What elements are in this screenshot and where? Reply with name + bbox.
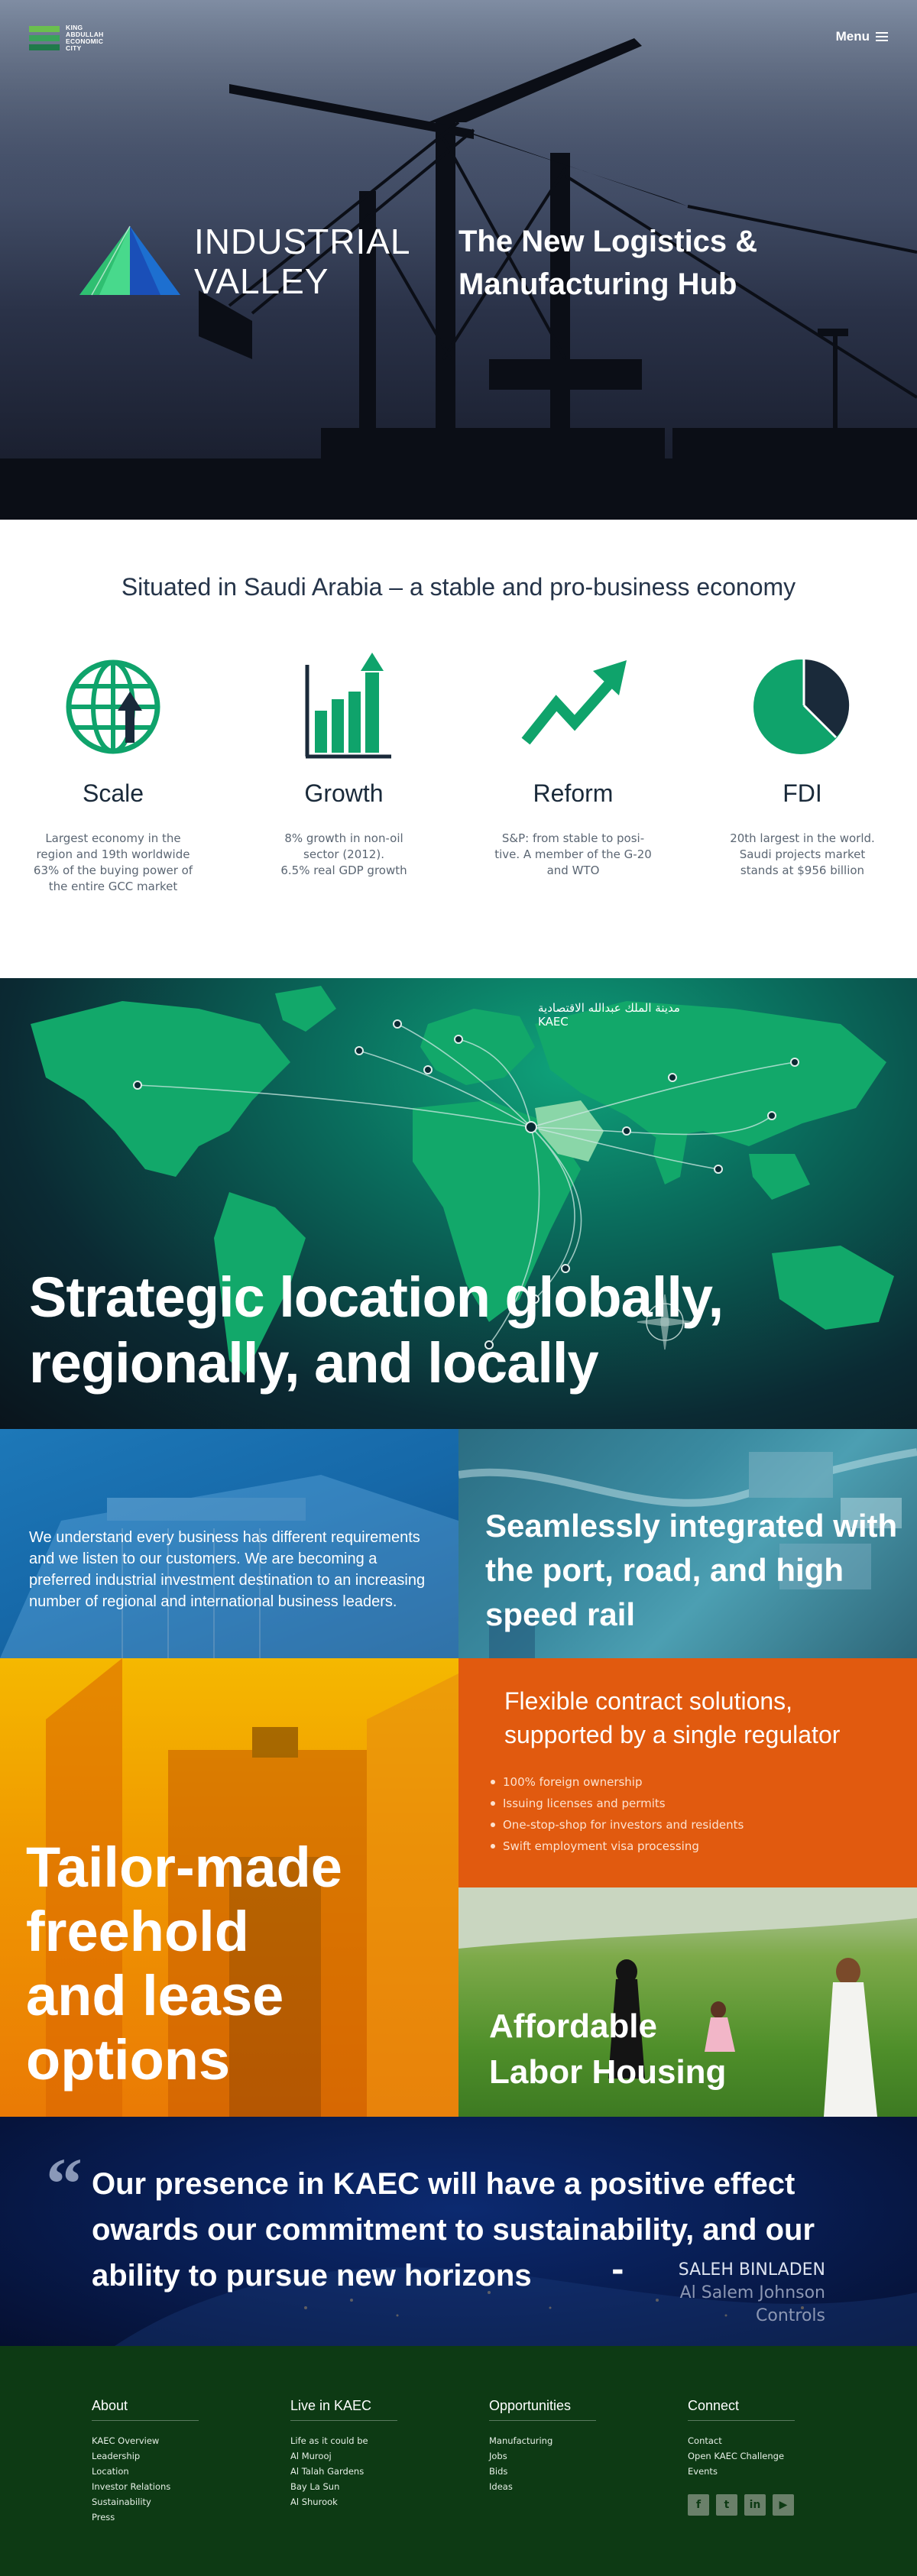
footer-link[interactable]: Open KAEC Challenge	[688, 2451, 785, 2461]
footer-link[interactable]: Al Murooj	[290, 2451, 332, 2461]
hamburger-icon	[876, 32, 888, 41]
twitter-icon[interactable]: t	[716, 2494, 737, 2516]
hero-tagline: The New Logistics & Manufacturing Hub	[458, 225, 758, 301]
customer-focus-tile: We understand every business has differe…	[0, 1429, 458, 1658]
building-background-graphic	[0, 1475, 458, 1658]
economy-title: Situated in Saudi Arabia – a stable and …	[121, 573, 796, 601]
contract-solutions-title: Flexible contract solutions, supported b…	[504, 1687, 841, 1748]
map-title: Strategic location globally, regionally,…	[29, 1265, 724, 1395]
stat-fdi: FDI 20th largest in the world. Saudi pro…	[718, 650, 886, 879]
kaec-logo-mark-icon	[29, 26, 60, 50]
footer-link[interactable]: Events	[688, 2466, 718, 2477]
top-bar: KING ABDULLAH ECONOMIC CITY Menu	[0, 0, 917, 76]
crane-silhouette	[0, 0, 917, 520]
kaec-map-label: مدينة الملك عبدالله الاقتصادية KAEC	[538, 1001, 680, 1029]
stat-scale: Scale Largest economy in the region and …	[29, 650, 197, 895]
footer-link[interactable]: KAEC Overview	[92, 2435, 160, 2446]
social-links: f t in ▶	[688, 2494, 825, 2516]
kaec-logo-text: KING ABDULLAH ECONOMIC CITY	[66, 24, 104, 52]
footer-link[interactable]: Al Shurook	[290, 2497, 338, 2507]
labor-housing-tile: Affordable Labor Housing	[458, 1887, 917, 2117]
bar-chart-icon	[305, 653, 391, 759]
stat-growth: Growth 8% growth in non-oil sector (2012…	[260, 650, 428, 879]
contract-solutions-tile: Flexible contract solutions, supported b…	[458, 1658, 917, 1887]
logo-line-1: INDUSTRIAL	[194, 222, 411, 261]
trend-arrow-icon	[521, 660, 627, 745]
footer-link[interactable]: Location	[92, 2466, 129, 2477]
youtube-icon[interactable]: ▶	[773, 2494, 794, 2516]
footer-link[interactable]: Life as it could be	[290, 2435, 368, 2446]
footer-heading: Live in KAEC	[290, 2398, 397, 2421]
footer-heading: Opportunities	[489, 2398, 596, 2421]
stat-title: Scale	[82, 779, 144, 807]
industrial-valley-triangle-icon	[79, 225, 180, 296]
stat-reform: Reform S&P: from stable to posi- tive. A…	[489, 650, 657, 879]
stat-title: Reform	[533, 779, 614, 807]
footer-heading: About	[92, 2398, 199, 2421]
economy-section: Situated in Saudi Arabia – a stable and …	[0, 520, 917, 978]
pie-chart-icon	[753, 659, 850, 754]
testimonial-section: “ Our presence in KAEC will have a posit…	[0, 2117, 917, 2346]
site-plan-graphic	[458, 1448, 917, 1658]
menu-button[interactable]: Menu	[836, 29, 888, 44]
world-map-graphic	[31, 986, 894, 1375]
list-item: Swift employment visa processing	[491, 1836, 744, 1857]
list-item: Issuing licenses and permits	[491, 1793, 744, 1814]
family-park-graphic	[458, 1887, 917, 2117]
stat-description: 8% growth in non-oil sector (2012). 6.5%…	[280, 831, 407, 877]
footer-column-about: About KAEC Overview Leadership Location …	[92, 2398, 229, 2525]
footer-column-connect: Connect Contact Open KAEC Challenge Even…	[688, 2398, 825, 2516]
labor-housing-title: Affordable Labor Housing	[489, 2007, 727, 2091]
footer-link[interactable]: Sustainability	[92, 2497, 151, 2507]
compass-rose-icon	[637, 1294, 693, 1350]
footer-link[interactable]: Jobs	[489, 2451, 507, 2461]
footer-link[interactable]: Ideas	[489, 2481, 513, 2492]
footer-link[interactable]: Contact	[688, 2435, 722, 2446]
port-integration-tile: Seamlessly integrated with the port, roa…	[458, 1429, 917, 1658]
footer-link[interactable]: Bids	[489, 2466, 508, 2477]
quote-author-name: SALEH BINLADEN	[678, 2260, 825, 2280]
footer-link[interactable]: Leadership	[92, 2451, 141, 2461]
earth-lights-graphic	[115, 2267, 917, 2346]
stat-description: 20th largest in the world. Saudi project…	[730, 831, 875, 877]
contract-solutions-list: 100% foreign ownership Issuing licenses …	[491, 1771, 744, 1857]
stat-description: Largest economy in the region and 19th w…	[33, 831, 193, 893]
testimonial-text: Our presence in KAEC will have a positiv…	[92, 2167, 815, 2292]
globe-icon	[66, 659, 160, 754]
kaec-logo[interactable]: KING ABDULLAH ECONOMIC CITY	[29, 23, 104, 53]
list-item: One-stop-shop for investors and resident…	[491, 1814, 744, 1836]
footer-link[interactable]: Bay La Sun	[290, 2481, 340, 2492]
kaec-building-graphic	[46, 1658, 458, 2117]
logo-line-2: VALLEY	[194, 261, 329, 301]
footer-column-opportunities: Opportunities Manufacturing Jobs Bids Id…	[489, 2398, 627, 2494]
footer-column-live: Live in KAEC Life as it could be Al Muro…	[290, 2398, 428, 2510]
site-footer: About KAEC Overview Leadership Location …	[0, 2346, 917, 2576]
testimonial-attribution: SALEH BINLADEN Al Salem Johnson Controls	[619, 2259, 825, 2328]
footer-link[interactable]: Al Talah Gardens	[290, 2466, 365, 2477]
footer-heading: Connect	[688, 2398, 795, 2421]
world-map-section: مدينة الملك عبدالله الاقتصادية KAEC Stra…	[0, 978, 917, 1429]
customer-focus-text: We understand every business has differe…	[29, 1529, 426, 1610]
footer-link[interactable]: Press	[92, 2512, 115, 2523]
quote-author-company: Al Salem Johnson Controls	[679, 2283, 825, 2325]
list-item: 100% foreign ownership	[491, 1771, 744, 1793]
stat-title: FDI	[783, 779, 822, 807]
stat-title: Growth	[304, 779, 384, 807]
footer-link[interactable]: Investor Relations	[92, 2481, 171, 2492]
facebook-icon[interactable]: f	[688, 2494, 709, 2516]
port-integration-title: Seamlessly integrated with the port, roa…	[485, 1508, 898, 1632]
freehold-tile: Tailor-made freehold and lease options	[0, 1658, 458, 2117]
menu-label: Menu	[835, 29, 870, 44]
quote-dash: -	[611, 2253, 624, 2288]
footer-link[interactable]: Manufacturing	[489, 2435, 553, 2446]
industrial-valley-logo: INDUSTRIAL VALLEY	[76, 222, 410, 301]
linkedin-icon[interactable]: in	[744, 2494, 766, 2516]
freehold-title: Tailor-made freehold and lease options	[26, 1836, 342, 2092]
hero-section: KING ABDULLAH ECONOMIC CITY Menu INDUSTR…	[0, 0, 917, 520]
stat-description: S&P: from stable to posi- tive. A member…	[494, 831, 652, 877]
quote-mark-icon: “	[46, 2143, 83, 2224]
